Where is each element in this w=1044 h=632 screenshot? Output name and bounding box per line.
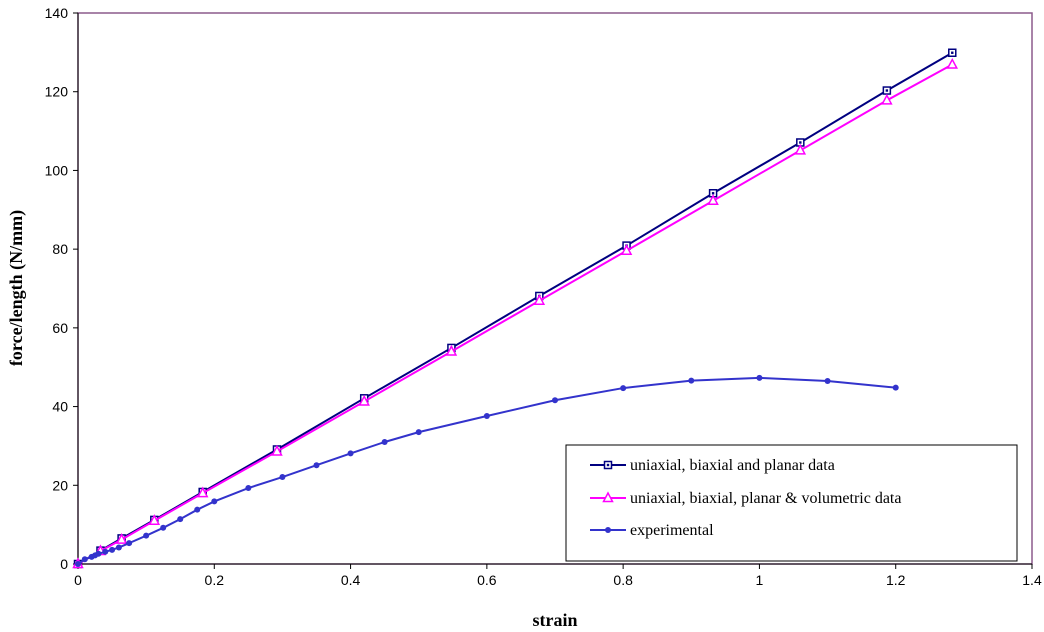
data-point [483, 413, 490, 420]
data-point [196, 486, 209, 498]
data-point [115, 532, 128, 544]
data-point [794, 143, 807, 155]
x-axis-title: strain [533, 610, 578, 630]
data-point [605, 527, 611, 533]
data-point [824, 377, 831, 384]
data-point-center [606, 463, 610, 467]
series-layer [72, 48, 959, 569]
data-point [126, 540, 133, 547]
data-point [381, 438, 388, 445]
legend-box [565, 444, 1018, 562]
data-point [620, 244, 633, 255]
legend-entry: uniaxial, biaxial and planar data [590, 457, 835, 474]
data-point [756, 374, 763, 381]
series-line [77, 63, 953, 565]
data-point [892, 384, 899, 391]
legend-entry: experimental [590, 522, 714, 539]
data-point [415, 429, 422, 436]
data-point [533, 294, 546, 305]
data-point [95, 550, 102, 557]
x-tick-label: 1 [756, 572, 764, 588]
x-tick-label: 0.6 [477, 572, 497, 588]
x-tick-label: 0.8 [613, 572, 633, 588]
data-point-center [885, 89, 889, 92]
y-tick-label: 60 [52, 320, 68, 336]
y-tick-label: 20 [52, 477, 68, 493]
y-tick-label: 120 [45, 84, 69, 100]
data-point [620, 385, 627, 392]
data-point [160, 524, 167, 531]
data-point [75, 561, 81, 567]
data-point [347, 450, 354, 457]
data-point [109, 546, 116, 553]
data-point-center [711, 192, 715, 195]
data-point [313, 462, 320, 469]
data-point [358, 394, 370, 406]
y-tick-label: 40 [52, 399, 68, 415]
legend-label: experimental [630, 522, 714, 539]
data-point [81, 556, 88, 563]
y-axis-title: force/length (N/mm) [6, 210, 27, 366]
data-point [102, 548, 109, 555]
x-tick-label: 1.4 [1022, 572, 1042, 588]
x-tick-label: 1.2 [886, 572, 906, 588]
x-axis-ticks: 0 0.2 0.4 0.6 0.8 1 1.2 1.4 [74, 564, 1042, 588]
legend-entries: uniaxial, biaxial and planar data uniaxia… [590, 457, 901, 539]
series-circle [75, 374, 899, 567]
data-point [211, 498, 218, 505]
x-tick-label: 0 [74, 572, 82, 588]
data-point [177, 516, 184, 523]
data-point [279, 474, 286, 481]
data-point [881, 93, 893, 105]
x-tick-label: 0.2 [205, 572, 225, 588]
data-point [148, 514, 161, 525]
data-point [445, 344, 458, 356]
data-point [143, 532, 150, 539]
data-point-center [799, 141, 802, 144]
legend-label: uniaxial, biaxial, planar & volumetric d… [630, 490, 901, 507]
y-tick-label: 0 [60, 556, 68, 572]
legend-entry: uniaxial, biaxial, planar & volumetric d… [590, 490, 901, 507]
y-axis-ticks: 0 20 40 60 80 100 120 140 [45, 5, 78, 572]
data-point [271, 444, 283, 456]
data-point [552, 397, 558, 404]
y-tick-label: 80 [52, 241, 68, 257]
y-tick-label: 100 [45, 162, 69, 178]
legend: uniaxial, biaxial and planar data uniaxia… [565, 444, 1018, 562]
data-point [946, 57, 959, 69]
data-point [194, 506, 201, 513]
data-point [688, 377, 695, 384]
data-point [115, 544, 122, 551]
data-point-center [951, 51, 954, 54]
data-point [245, 485, 252, 492]
data-point [707, 194, 719, 205]
legend-label: uniaxial, biaxial and planar data [630, 457, 835, 474]
x-tick-label: 0.4 [341, 572, 361, 588]
y-tick-label: 140 [45, 5, 69, 21]
data-point [602, 491, 614, 503]
